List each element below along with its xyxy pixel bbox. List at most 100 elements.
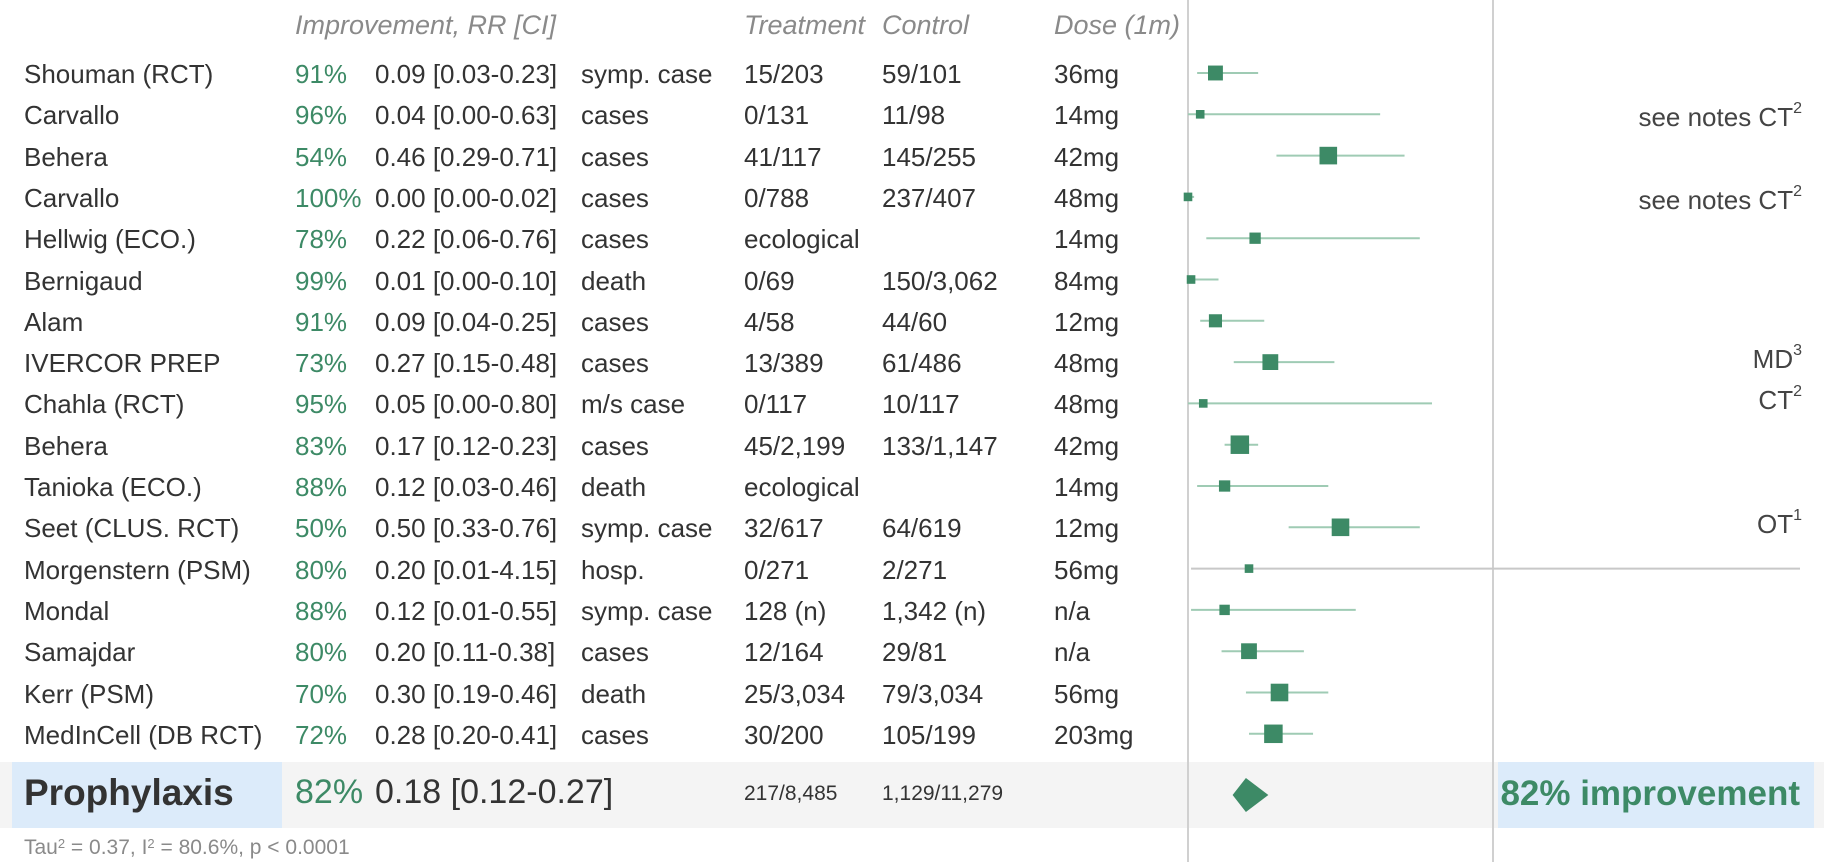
effect-marker (1198, 399, 1208, 408)
cell-pct: 91% (295, 306, 348, 337)
footer-rest2: = 80.6%, p < 0.0001 (154, 836, 350, 859)
cell-rr-text: 0.20 [0.11-0.38] (375, 637, 556, 668)
note-text: see notes CT (1638, 184, 1794, 215)
cell-rr-text: 0.17 [0.12-0.23] (375, 430, 558, 461)
cell-control: 11/98 (882, 100, 946, 131)
cell-treatment: 13/389 (744, 348, 824, 379)
cell-dose: 56mg (1054, 678, 1120, 709)
header-dose: Dose (1m) (1054, 10, 1181, 40)
note-sup: 2 (1793, 383, 1802, 401)
table-row: Bernigaud 99% 0.01 [0.00-0.10] death 0/69 150… (0, 260, 1210, 301)
cell-outcome: cases (581, 224, 649, 255)
heterogeneity-footer: Tau2 = 0.37, I2 = 80.6%, p < 0.0001 (24, 836, 350, 860)
cell-pct: 83% (295, 430, 348, 461)
cell-rr-text: 0.27 [0.15-0.48] (375, 348, 558, 379)
cell-dose: 203mg (1054, 719, 1134, 750)
cell-outcome: cases (581, 348, 649, 379)
effect-marker (1183, 192, 1193, 202)
cell-rr-text: 0.22 [0.06-0.76] (375, 224, 558, 255)
cell-treatment: 0/69 (744, 265, 795, 296)
cell-rr-text: 0.12 [0.01-0.55] (375, 595, 558, 626)
cell-study: IVERCOR PREP (24, 348, 221, 379)
effect-marker (1264, 724, 1283, 744)
cell-dose: 14mg (1054, 472, 1120, 502)
cell-dose: n/a (1054, 637, 1091, 668)
cell-pct: 50% (295, 513, 348, 544)
cell-study: Chahla (RCT) (24, 389, 185, 420)
summary-label-box (12, 762, 282, 828)
header-control: Control (882, 10, 970, 40)
cell-dose: 56mg (1054, 554, 1120, 585)
table-row: Seet (CLUS. RCT) 50% 0.50 [0.33-0.76] symp.… (0, 507, 1210, 548)
table-row: Kerr (PSM) 70% 0.30 [0.19-0.46] death 25/3,0… (0, 673, 1210, 714)
cell-treatment: 15/203 (744, 59, 824, 89)
footer-tau: Tau (24, 836, 58, 859)
cell-treatment: 30/200 (744, 719, 824, 750)
note-sup: 2 (1793, 100, 1802, 118)
cell-outcome: symp. case (581, 513, 713, 544)
cell-rr-text: 0.28 [0.20-0.41] (375, 719, 558, 750)
cell-pct: 72% (295, 719, 348, 750)
note-text: see notes CT (1638, 102, 1794, 133)
effect-marker (1208, 314, 1222, 328)
cell-rr-text: 0.09 [0.03-0.23] (375, 59, 558, 89)
table-row: Carvallo 96% 0.04 [0.00-0.63] cases 0/131 11/… (0, 94, 1210, 135)
effect-marker (1208, 65, 1223, 81)
table-row: Carvallo 100% 0.00 [0.00-0.02] cases 0/788 23… (0, 177, 1210, 218)
cell-study: Seet (CLUS. RCT) (24, 513, 240, 544)
cell-study: Morgenstern (PSM) (24, 554, 251, 585)
cell-pct: 54% (295, 141, 348, 172)
cell-pct: 70% (295, 678, 348, 709)
cell-rr-text: 0.20 [0.01-4.15] (375, 554, 558, 585)
effect-marker (1262, 354, 1279, 370)
table-row: Behera 54% 0.46 [0.29-0.71] cases 41/117 145/… (0, 136, 1210, 177)
effect-marker (1186, 275, 1196, 284)
effect-marker (1195, 110, 1205, 119)
cell-pct: 80% (295, 637, 348, 668)
table-row: Hellwig (ECO.) 78% 0.22 [0.06-0.76] cases ec… (0, 218, 1210, 259)
cell-rr-text: 0.00 [0.00-0.02] (375, 182, 558, 213)
cell-dose: 12mg (1054, 513, 1120, 544)
cell-pct: 78% (295, 224, 348, 255)
table-row: Alam 91% 0.09 [0.04-0.25] cases 4/58 44/60 12m… (0, 301, 1210, 342)
cell-outcome: m/s case (581, 389, 686, 420)
cell-pct: 91% (295, 59, 348, 89)
effect-marker (1244, 564, 1254, 573)
summary-diamond (1232, 778, 1269, 812)
table-row: Morgenstern (PSM) 80% 0.20 [0.01-4.15] hosp… (0, 549, 1210, 590)
summary-improvement-pct: 82% (295, 773, 364, 811)
cell-study: MedInCell (DB RCT) (24, 719, 263, 750)
cell-treatment: 0/131 (744, 100, 810, 131)
cell-dose: n/a (1054, 595, 1091, 626)
row-note: see notes CT2 (1638, 183, 1802, 216)
header-treatment: Treatment (744, 10, 866, 40)
cell-control: 64/619 (882, 513, 962, 544)
row-note: MD3 (1753, 342, 1802, 375)
cell-control: 59/101 (882, 59, 962, 89)
cell-outcome: cases (581, 430, 649, 461)
cell-outcome: cases (581, 306, 649, 337)
cell-pct: 73% (295, 348, 348, 379)
table-row: Samajdar 80% 0.20 [0.11-0.38] cases 12/164 29… (0, 631, 1210, 672)
cell-dose: 48mg (1054, 182, 1120, 213)
cell-outcome: symp. case (581, 59, 713, 89)
cell-dose: 12mg (1054, 306, 1120, 337)
note-sup: 3 (1793, 342, 1802, 360)
cell-study: Carvallo (24, 182, 120, 213)
cell-study: Bernigaud (24, 265, 143, 296)
cell-treatment: 0/271 (744, 554, 810, 585)
cell-treatment: 128 (n) (744, 595, 827, 626)
cell-outcome: cases (581, 182, 649, 213)
cell-control: 29/81 (882, 637, 948, 668)
cell-study: Shouman (RCT) (24, 59, 214, 89)
cell-rr-text: 0.09 [0.04-0.25] (375, 306, 558, 337)
cell-dose: 36mg (1054, 59, 1120, 89)
cell-pct: 96% (295, 100, 348, 131)
cell-outcome: cases (581, 100, 649, 131)
cell-control: 150/3,062 (882, 265, 998, 296)
cell-outcome: symp. case (581, 595, 713, 626)
cell-pct: 80% (295, 554, 348, 585)
cell-pct: 100% (295, 182, 362, 213)
cell-outcome: death (581, 472, 647, 502)
